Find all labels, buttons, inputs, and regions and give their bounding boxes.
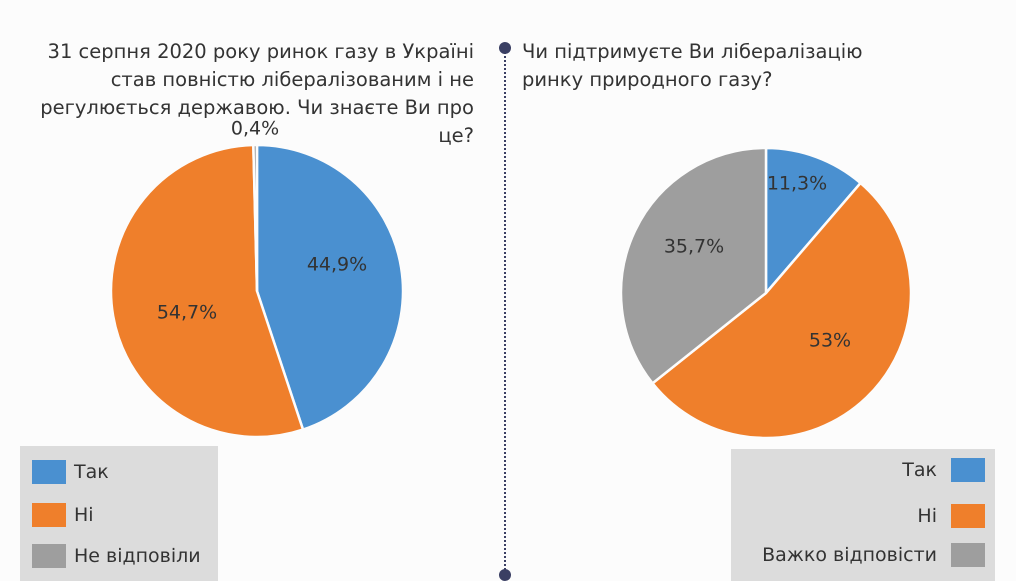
legend-item-hard-to-say: Важко відповісти [762, 542, 985, 568]
data-label-hard-to-say: 35,7% [664, 236, 724, 258]
pie-slice-no-answer [252, 143, 259, 293]
divider-dot-top [499, 42, 511, 54]
legend-label-no-answer: Не відповіли [74, 545, 201, 567]
data-label-yes: 11,3% [767, 173, 827, 195]
pie-slice-yes [255, 143, 405, 431]
data-label-no-answer: 0,4% [231, 118, 279, 140]
legend-label-hard-to-say: Важко відповісти [762, 544, 937, 566]
pie-slice-no [651, 181, 913, 440]
legend-item-no-answer: Не відповіли [32, 543, 201, 569]
legend-swatch-yes [32, 460, 66, 484]
legend-swatch-yes [951, 458, 985, 482]
data-label-yes: 44,9% [307, 254, 367, 276]
data-label-no: 53% [809, 330, 851, 352]
legend-label-yes: Так [74, 461, 109, 483]
data-label-no: 54,7% [157, 302, 217, 324]
legend-item-yes: Так [32, 459, 109, 485]
legend-swatch-hard-to-say [951, 543, 985, 567]
left-legend: Так Ні Не відповіли [20, 446, 218, 581]
divider-line [504, 48, 506, 574]
right-pie-chart: 11,3% 53% 35,7% [619, 146, 913, 440]
legend-swatch-no-answer [32, 544, 66, 568]
divider-dot-bottom [499, 569, 511, 581]
legend-item-yes: Так [902, 457, 985, 483]
legend-label-no: Ні [74, 504, 94, 526]
legend-swatch-no [951, 504, 985, 528]
left-chart-title: 31 серпня 2020 року ринок газу в Україні… [40, 40, 474, 147]
legend-label-yes: Так [902, 459, 937, 481]
left-pie-chart: 44,9% 54,7% 0,4% [109, 118, 405, 439]
right-legend: Так Ні Важко відповісти [731, 449, 995, 581]
pie-slice-yes [764, 146, 862, 295]
legend-label-no: Ні [917, 505, 937, 527]
pie-slice-hard-to-say [619, 146, 768, 385]
legend-item-no: Ні [32, 502, 94, 528]
legend-item-no: Ні [917, 503, 985, 529]
right-chart-title: Чи підтримуєте Ви лібералізацію ринку пр… [522, 40, 863, 91]
legend-swatch-no [32, 503, 66, 527]
